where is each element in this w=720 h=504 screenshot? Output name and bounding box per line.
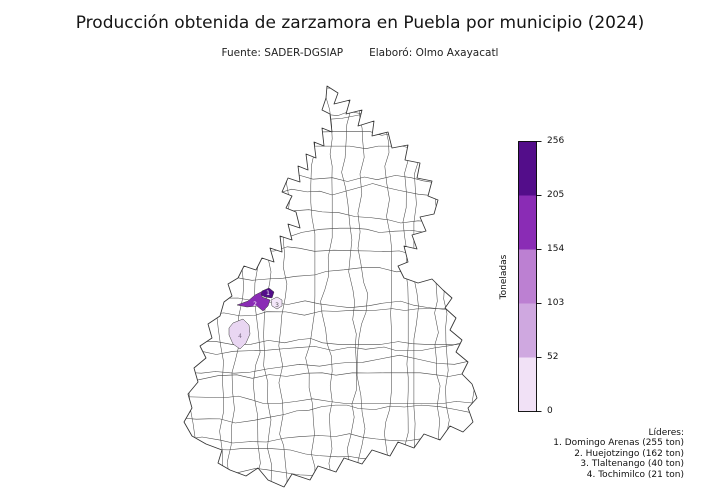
colorbar-tick-256: 256	[547, 136, 565, 146]
municipality-tlaltenango	[270, 296, 283, 310]
leader-item-1: 1. Domingo Arenas (255 ton)	[553, 438, 684, 449]
colorbar-tick-52: 52	[547, 352, 559, 362]
map-marker-rank-4: 4	[238, 333, 242, 340]
colorbar-tick-154: 154	[547, 244, 565, 254]
colorbar-tick-marks	[536, 141, 542, 412]
map-marker-rank-1: 1	[266, 290, 270, 297]
colorbar-segment-0-52	[518, 357, 537, 412]
colorbar-segment-52-103	[518, 303, 537, 358]
municipality-tochimilco	[228, 318, 251, 350]
leader-item-4: 4. Tochimilco (21 ton)	[586, 469, 684, 480]
colorbar-segment-103-154	[518, 249, 537, 304]
leaders-heading: Líderes:	[648, 428, 684, 438]
municipality-domingo-arenas	[260, 287, 275, 299]
colorbar-segment-205-256	[518, 141, 537, 196]
leader-item-3: 3. Tlaltenango (40 ton)	[580, 459, 684, 470]
colorbar	[518, 141, 542, 412]
page-title: Producción obtenida de zarzamora en Pueb…	[75, 13, 645, 33]
map-marker-rank-2: 2	[253, 301, 257, 308]
municipality-huejotzingo	[236, 290, 271, 312]
colorbar-border	[518, 141, 537, 412]
subtitle-source: Fuente: SADER-DGSIAP	[221, 47, 344, 59]
leaders-annotation: Líderes: 1. Domingo Arenas (255 ton) 2. …	[553, 428, 684, 480]
map-marker-rank-3: 3	[275, 302, 279, 309]
colorbar-tick-0: 0	[547, 406, 553, 416]
state-fill	[184, 86, 477, 487]
colorbar-segment-154-205	[518, 195, 537, 250]
leader-item-2: 2. Huejotzingo (162 ton)	[574, 448, 684, 459]
subtitle: Fuente: SADER-DGSIAP Elaboró: Olmo Axaya…	[0, 47, 720, 59]
subtitle-author: Elaboró: Olmo Axayacatl	[369, 47, 499, 59]
colorbar-tick-205: 205	[547, 190, 565, 200]
state-outline	[183, 85, 478, 488]
colorbar-tick-103: 103	[547, 298, 565, 308]
colorbar-axis-label: Toneladas	[499, 254, 509, 300]
